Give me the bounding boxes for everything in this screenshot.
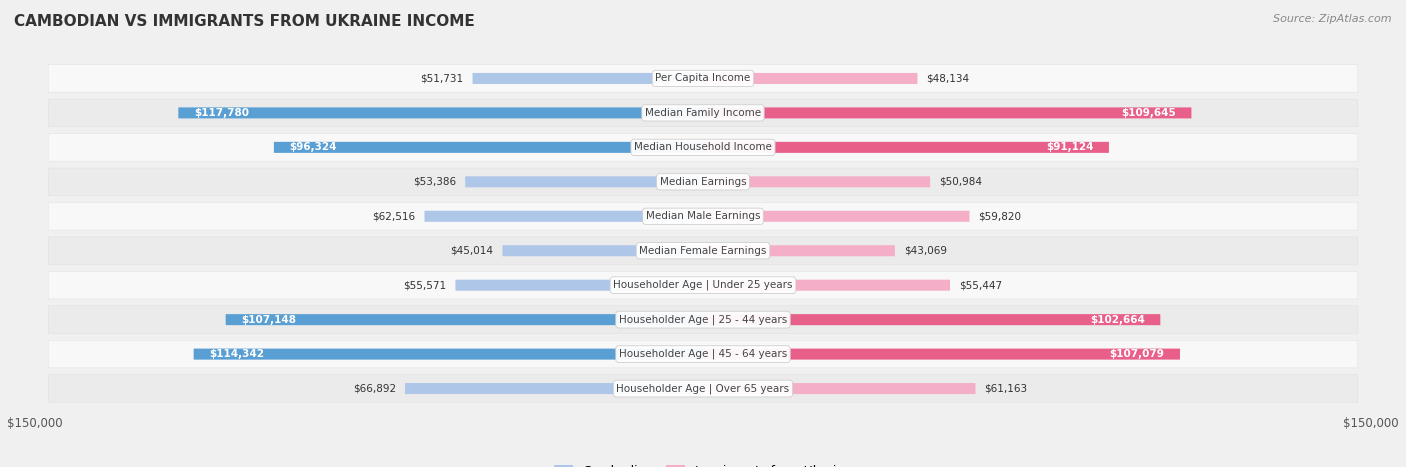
FancyBboxPatch shape: [703, 211, 970, 222]
FancyBboxPatch shape: [703, 245, 894, 256]
FancyBboxPatch shape: [703, 107, 1191, 119]
Text: $48,134: $48,134: [927, 73, 970, 84]
FancyBboxPatch shape: [405, 383, 703, 394]
Text: $51,731: $51,731: [420, 73, 464, 84]
FancyBboxPatch shape: [48, 237, 1358, 264]
Text: $107,079: $107,079: [1109, 349, 1164, 359]
FancyBboxPatch shape: [48, 64, 1358, 92]
FancyBboxPatch shape: [703, 314, 1160, 325]
FancyBboxPatch shape: [703, 383, 976, 394]
FancyBboxPatch shape: [703, 348, 1180, 360]
Text: $61,163: $61,163: [984, 383, 1028, 394]
FancyBboxPatch shape: [502, 245, 703, 256]
FancyBboxPatch shape: [456, 280, 703, 290]
Text: Householder Age | 45 - 64 years: Householder Age | 45 - 64 years: [619, 349, 787, 359]
FancyBboxPatch shape: [48, 340, 1358, 368]
Text: $59,820: $59,820: [979, 211, 1021, 221]
Text: $55,571: $55,571: [404, 280, 447, 290]
FancyBboxPatch shape: [194, 348, 703, 360]
FancyBboxPatch shape: [703, 73, 918, 84]
FancyBboxPatch shape: [226, 314, 703, 325]
Text: $53,386: $53,386: [413, 177, 457, 187]
FancyBboxPatch shape: [425, 211, 703, 222]
Text: $91,124: $91,124: [1046, 142, 1094, 152]
Text: $50,984: $50,984: [939, 177, 981, 187]
Text: $62,516: $62,516: [373, 211, 416, 221]
FancyBboxPatch shape: [48, 203, 1358, 230]
Text: Median Female Earnings: Median Female Earnings: [640, 246, 766, 256]
FancyBboxPatch shape: [703, 177, 931, 187]
Legend: Cambodian, Immigrants from Ukraine: Cambodian, Immigrants from Ukraine: [548, 460, 858, 467]
Text: $114,342: $114,342: [209, 349, 264, 359]
Text: $117,780: $117,780: [194, 108, 249, 118]
FancyBboxPatch shape: [465, 177, 703, 187]
Text: Householder Age | 25 - 44 years: Householder Age | 25 - 44 years: [619, 314, 787, 325]
Text: $107,148: $107,148: [242, 315, 297, 325]
FancyBboxPatch shape: [48, 99, 1358, 127]
Text: CAMBODIAN VS IMMIGRANTS FROM UKRAINE INCOME: CAMBODIAN VS IMMIGRANTS FROM UKRAINE INC…: [14, 14, 475, 29]
Text: Householder Age | Under 25 years: Householder Age | Under 25 years: [613, 280, 793, 290]
Text: Median Household Income: Median Household Income: [634, 142, 772, 152]
Text: Median Earnings: Median Earnings: [659, 177, 747, 187]
Text: Per Capita Income: Per Capita Income: [655, 73, 751, 84]
Text: $96,324: $96,324: [290, 142, 337, 152]
Text: $102,664: $102,664: [1090, 315, 1144, 325]
FancyBboxPatch shape: [703, 142, 1109, 153]
FancyBboxPatch shape: [48, 168, 1358, 196]
Text: $109,645: $109,645: [1121, 108, 1175, 118]
FancyBboxPatch shape: [472, 73, 703, 84]
Text: Source: ZipAtlas.com: Source: ZipAtlas.com: [1274, 14, 1392, 24]
FancyBboxPatch shape: [48, 306, 1358, 333]
Text: Householder Age | Over 65 years: Householder Age | Over 65 years: [616, 383, 790, 394]
Text: Median Family Income: Median Family Income: [645, 108, 761, 118]
Text: $66,892: $66,892: [353, 383, 396, 394]
Text: $55,447: $55,447: [959, 280, 1002, 290]
Text: $45,014: $45,014: [450, 246, 494, 256]
FancyBboxPatch shape: [48, 271, 1358, 299]
Text: $43,069: $43,069: [904, 246, 946, 256]
Text: Median Male Earnings: Median Male Earnings: [645, 211, 761, 221]
FancyBboxPatch shape: [179, 107, 703, 119]
FancyBboxPatch shape: [274, 142, 703, 153]
FancyBboxPatch shape: [703, 280, 950, 290]
FancyBboxPatch shape: [48, 375, 1358, 403]
FancyBboxPatch shape: [48, 134, 1358, 161]
